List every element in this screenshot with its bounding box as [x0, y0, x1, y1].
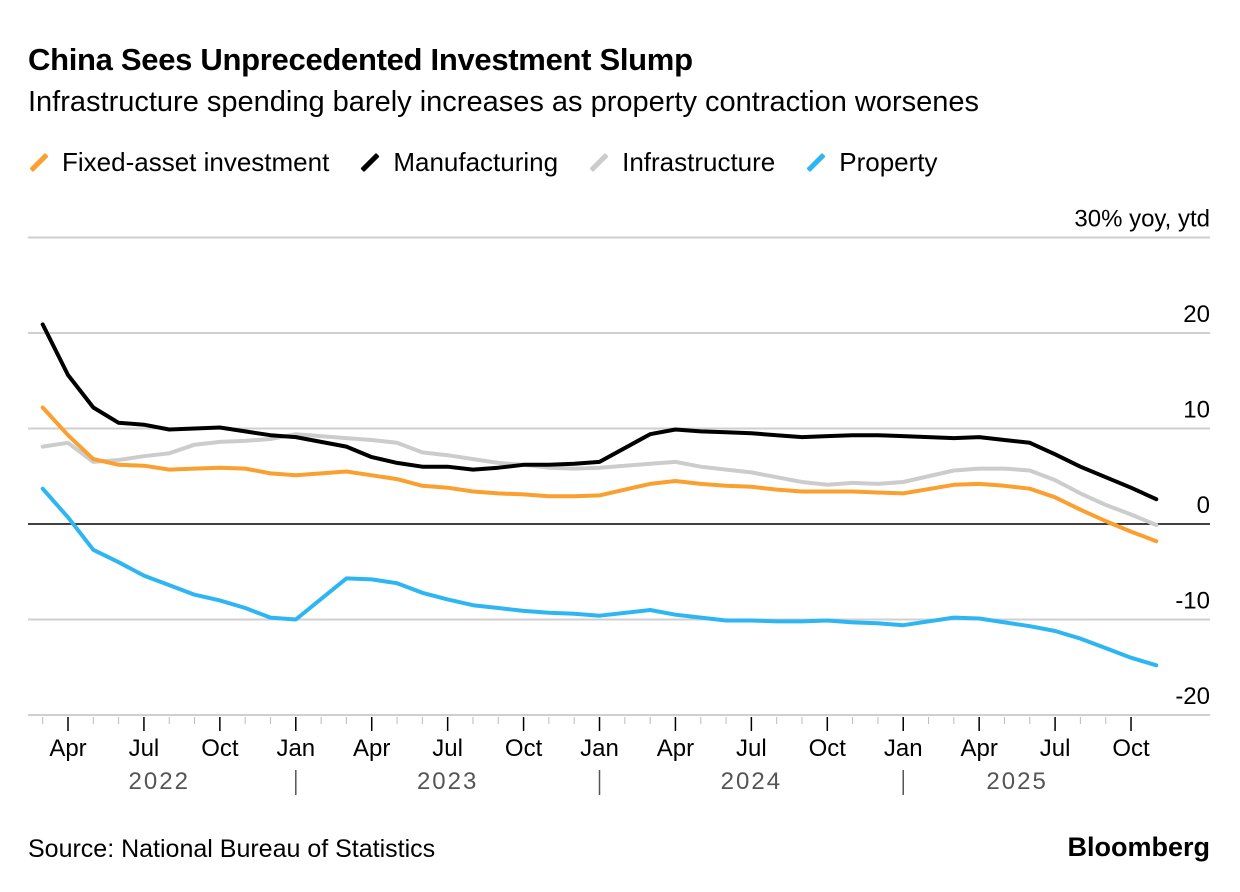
- x-tick-label: Oct: [1112, 735, 1150, 762]
- legend-label: Fixed-asset investment: [62, 147, 330, 177]
- x-tick-label: Apr: [49, 735, 86, 762]
- x-year-label: 2023: [417, 768, 478, 795]
- x-tick-label: Apr: [657, 735, 694, 762]
- legend-label: Manufacturing: [393, 147, 559, 177]
- legend-item-manufacturing: Manufacturing: [359, 147, 558, 178]
- y-tick-label: 20: [1183, 301, 1210, 328]
- series-line-manufacturing: [40, 322, 1159, 502]
- x-tick-label: Oct: [505, 735, 543, 762]
- x-year-label: 2024: [721, 768, 782, 795]
- legend-label: Infrastructure: [622, 147, 776, 177]
- legend-item-infrastructure: Infrastructure: [588, 147, 775, 178]
- chart-title: China Sees Unprecedented Investment Slum…: [28, 42, 693, 77]
- y-tick-label: -10: [1175, 588, 1210, 615]
- x-tick-label: Jul: [432, 735, 463, 762]
- x-year-label: 2025: [986, 768, 1047, 795]
- x-tick-label: Oct: [809, 735, 847, 762]
- y-tick-label: 0: [1197, 492, 1210, 519]
- x-tick-label: Apr: [960, 735, 997, 762]
- x-tick-label: Jul: [129, 735, 160, 762]
- legend-item-fixed-asset-investment: Fixed-asset investment: [28, 147, 329, 178]
- x-tick-label: Oct: [201, 735, 239, 762]
- x-tick-label: Jan: [884, 735, 923, 762]
- y-tick-label: 30% yoy, ytd: [1074, 206, 1210, 233]
- x-tick-label: Apr: [353, 735, 390, 762]
- x-tick-label: Jul: [1040, 735, 1071, 762]
- chart-subtitle: Infrastructure spending barely increases…: [28, 86, 980, 118]
- series-line-infrastructure: [40, 432, 1159, 527]
- x-tick-label: Jan: [276, 735, 315, 762]
- legend-item-property: Property: [805, 147, 938, 178]
- y-tick-label: -20: [1175, 683, 1210, 710]
- series-line-property: [40, 486, 1159, 668]
- series-line-fixed-asset-investment: [40, 405, 1159, 544]
- x-tick-label: Jul: [736, 735, 767, 762]
- y-tick-label: 10: [1183, 397, 1210, 424]
- x-tick-label: Jan: [580, 735, 619, 762]
- bloomberg-logo: Bloomberg: [1067, 832, 1210, 862]
- legend: Fixed-asset investment Manufacturing Inf…: [28, 147, 938, 178]
- x-year-label: 2022: [129, 768, 190, 795]
- legend-label: Property: [839, 147, 938, 177]
- source-note: Source: National Bureau of Statistics: [28, 835, 436, 863]
